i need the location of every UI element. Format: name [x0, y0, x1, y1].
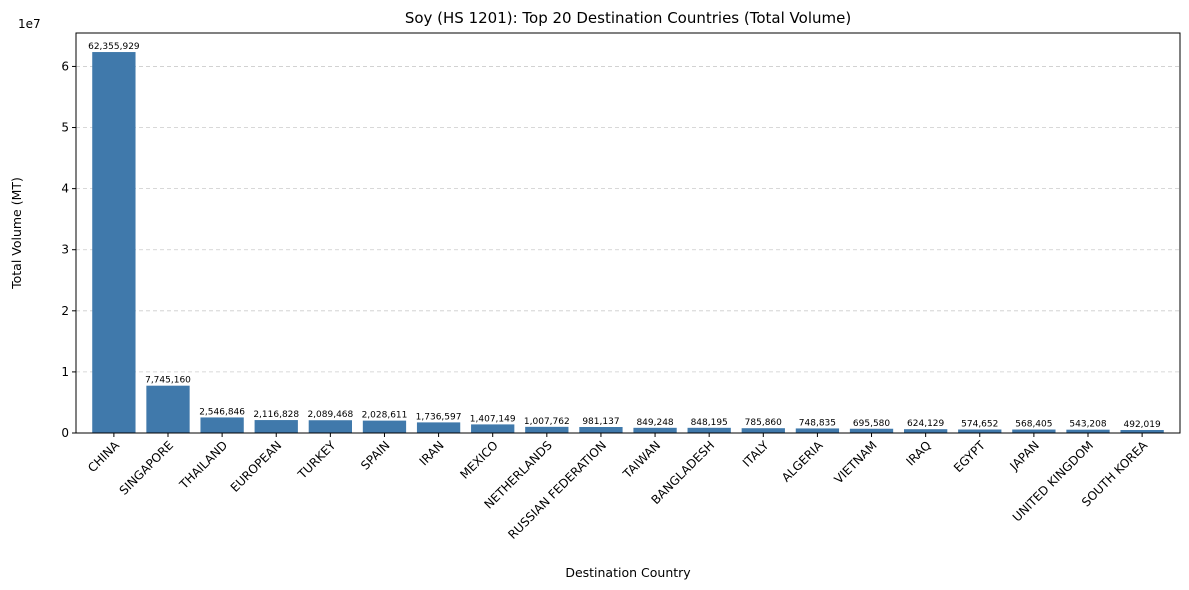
x-tick-label: ITALY: [740, 438, 772, 470]
bar-value-label: 62,355,929: [88, 42, 140, 52]
y-tick-label: 6: [61, 59, 69, 73]
bar: [416, 422, 461, 433]
bar-value-label: 2,546,846: [199, 407, 245, 417]
bar: [633, 427, 677, 433]
bar-value-label: 624,129: [907, 419, 944, 429]
bar-value-label: 849,248: [636, 418, 673, 428]
bar-value-label: 2,028,611: [362, 411, 408, 421]
y-tick-label: 5: [61, 121, 69, 135]
y-axis-offset-label: 1e7: [18, 17, 41, 31]
x-tick-label: SPAIN: [358, 438, 393, 473]
bar-value-label: 568,405: [1015, 420, 1052, 430]
y-tick-label: 2: [61, 304, 69, 318]
bar: [308, 420, 352, 433]
x-tick-label: RUSSIAN FEDERATION: [505, 438, 609, 542]
data-labels: 62,355,929 7,745,160 2,546,846 2,116,828 2,0…: [88, 42, 1161, 430]
y-tick-label: 3: [61, 243, 69, 257]
bar: [1012, 429, 1056, 433]
bar: [795, 428, 840, 433]
bar: [849, 428, 894, 433]
x-axis-label: Destination Country: [565, 565, 691, 580]
bar-value-label: 1,407,149: [470, 414, 516, 424]
plot-frame: [75, 32, 1181, 434]
bar-value-label: 2,089,468: [307, 410, 353, 420]
x-tick-label: IRAN: [417, 438, 447, 468]
x-tick-label: ALGERIA: [779, 438, 826, 485]
bar: [1120, 429, 1164, 433]
x-tick-label: MEXICO: [457, 438, 501, 482]
bar: [92, 52, 136, 434]
bar-value-label: 1,736,597: [416, 412, 462, 422]
x-tick-label: JAPAN: [1007, 438, 1042, 473]
bar: [579, 427, 623, 433]
x-tick-label: TURKEY: [294, 438, 338, 482]
bar-value-label: 574,652: [961, 419, 998, 429]
bar-value-label: 785,860: [745, 418, 782, 428]
bar-value-label: 7,745,160: [145, 376, 191, 386]
bar: [904, 429, 948, 433]
bar-value-label: 543,208: [1069, 420, 1106, 430]
y-axis-label: Total Volume (MT): [9, 177, 24, 290]
y-tick-label: 4: [61, 182, 69, 196]
bar-value-label: 748,835: [799, 418, 836, 428]
x-tick-label: IRAQ: [903, 438, 933, 468]
bar: [146, 385, 190, 433]
chart-title: Soy (HS 1201): Top 20 Destination Countr…: [405, 9, 851, 27]
bar: [200, 417, 244, 433]
bar: [958, 429, 1002, 433]
x-tick-label: EUROPEAN: [228, 438, 285, 495]
bars: [92, 52, 1164, 434]
gridlines: [76, 66, 1180, 373]
bar: [471, 424, 515, 433]
x-tick-label: VIETNAM: [831, 438, 879, 486]
bar-value-label: 981,137: [582, 417, 619, 427]
bar-value-label: 695,580: [853, 419, 890, 429]
bar: [687, 427, 731, 433]
x-tick-label: THAILAND: [176, 438, 230, 492]
bar: [362, 420, 407, 433]
y-tick-label: 1: [61, 365, 69, 379]
bar-value-label: 492,019: [1124, 420, 1161, 430]
x-tick-label: TAIWAN: [620, 438, 664, 482]
bar: [1066, 429, 1110, 433]
x-tick-label: CHINA: [85, 438, 122, 475]
bar-value-label: 1,007,762: [524, 417, 570, 427]
bar-value-label: 848,195: [691, 418, 728, 428]
y-tick-label: 0: [61, 426, 69, 440]
bar: [741, 428, 785, 433]
bar-value-label: 2,116,828: [253, 410, 299, 420]
x-tick-label: EGYPT: [951, 438, 988, 475]
x-tick-label: SINGAPORE: [117, 438, 177, 498]
bar: [525, 426, 569, 433]
y-axis: 0 1 2 3 4 5 6: [61, 59, 76, 440]
bar: [254, 420, 298, 433]
